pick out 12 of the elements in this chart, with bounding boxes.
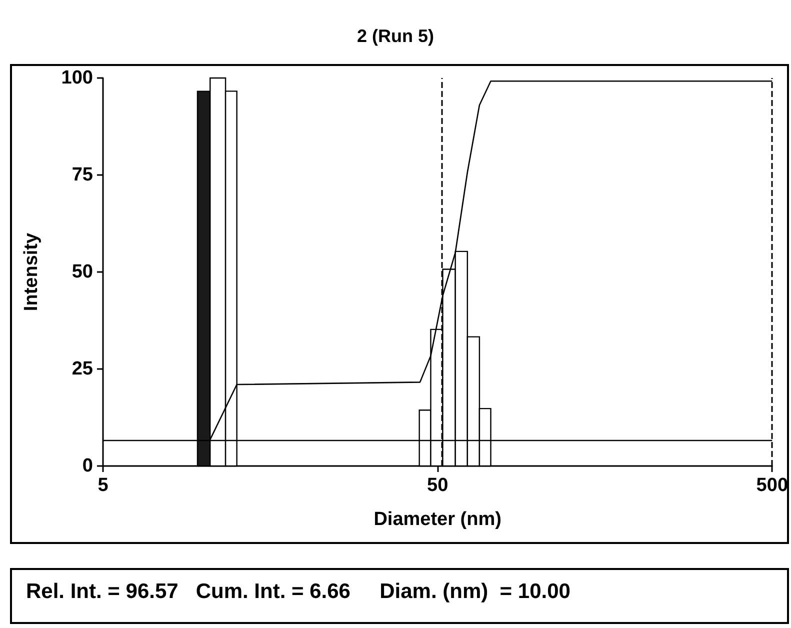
y-axis-title: Intensity	[21, 232, 42, 312]
y-tick-label: 50	[72, 262, 93, 282]
x-tick-label: 50	[427, 475, 448, 496]
y-tick-label: 0	[82, 456, 93, 476]
text: Rel. Int. = 96.57 Cum. Int. = 6.66 Diam. (nm) = 10.00	[26, 580, 570, 603]
y-tick-label: 100	[61, 68, 93, 88]
x-axis-title: Diameter (nm)	[374, 509, 502, 530]
x-tick-label: 500	[756, 475, 788, 496]
x-tick-label: 5	[98, 475, 109, 496]
y-tick-label: 25	[72, 358, 94, 380]
y-tick-label: 75	[72, 164, 94, 186]
chart-title: 2 (Run 5)	[356, 26, 434, 46]
